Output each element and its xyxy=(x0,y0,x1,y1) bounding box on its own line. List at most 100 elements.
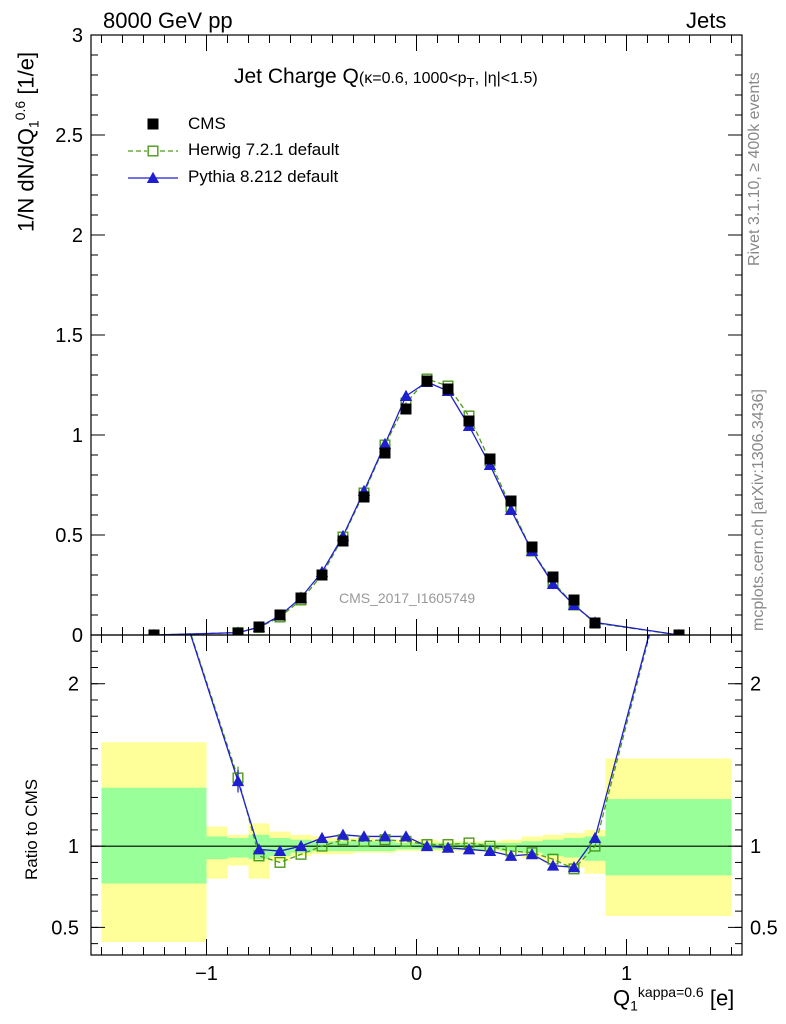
main-point-0 xyxy=(148,629,160,635)
main-point-0 xyxy=(232,627,244,635)
main-y-axis-label-a: 1/N dN/dQ xyxy=(13,128,39,232)
main-point-2 xyxy=(504,503,518,515)
legend-markers xyxy=(128,118,178,183)
main-series-group xyxy=(148,373,685,635)
ratio-point-1 xyxy=(483,844,497,857)
mcplots-reference-label: mcplots.cern.ch [arXiv:1306.3436] xyxy=(750,389,767,631)
ratio-point-1 xyxy=(336,828,350,840)
header-left-label: 8000 GeV pp xyxy=(103,8,233,33)
main-ytick-label: 0 xyxy=(72,625,83,647)
ratio-ytick-label-left: 0.5 xyxy=(51,917,79,939)
main-ytick-label: 1.5 xyxy=(55,325,83,347)
ratio-point-1 xyxy=(462,843,476,855)
main-point-0 xyxy=(568,594,580,606)
main-ytick-label: 0.5 xyxy=(55,525,83,547)
ratio-point-1 xyxy=(567,861,581,873)
green-band-bin xyxy=(563,838,585,858)
ratio-point-1 xyxy=(673,515,685,526)
ratio-point-0 xyxy=(674,516,684,526)
main-point-0 xyxy=(484,453,496,465)
legend-label-pythia: Pythia 8.212 default xyxy=(188,167,339,186)
main-point-0 xyxy=(295,592,307,604)
ratio-ytick-label-right: 0.5 xyxy=(750,917,778,939)
ratio-point-1 xyxy=(315,831,329,844)
legend-marker-herwig xyxy=(147,145,159,157)
ratio-point-0 xyxy=(274,856,286,868)
header-right-label: Jets xyxy=(686,8,727,33)
main-y-axis-label: 1/N dN/dQ10.6 [1/e] xyxy=(12,52,42,232)
legend-marker-herwig-bg xyxy=(147,145,159,157)
x-tick-label: 1 xyxy=(621,963,632,985)
green-band-bin xyxy=(542,839,564,856)
ratio-line-0 xyxy=(190,635,651,870)
main-point-0 xyxy=(442,383,454,395)
ratio-ytick-label-right: 2 xyxy=(750,674,761,696)
ratio-series-group xyxy=(148,515,685,875)
ratio-point-1 xyxy=(294,839,308,852)
main-point-0 xyxy=(673,629,685,635)
main-point-2 xyxy=(546,577,560,589)
green-band-bin xyxy=(227,838,249,858)
main-point-0 xyxy=(463,415,475,427)
main-point-0 xyxy=(526,541,538,553)
x-tick-label: −1 xyxy=(195,963,218,985)
main-point-2 xyxy=(378,437,392,449)
ratio-point-1 xyxy=(231,774,245,787)
ratio-point-1 xyxy=(441,841,455,853)
ratio-point-1 xyxy=(420,839,434,852)
ratio-point-1 xyxy=(252,843,266,855)
ratio-point-1 xyxy=(525,848,539,860)
ratio-ytick-label-left: 1 xyxy=(68,836,79,858)
plot-title-sub-a: (κ=0.6, 1000<p xyxy=(358,70,467,87)
main-point-0 xyxy=(379,447,391,459)
plot-title-main: Jet Charge Q xyxy=(234,65,359,88)
legend-label-herwig: Herwig 7.2.1 default xyxy=(188,140,340,159)
axis-ticks: 0 0.5 1 1.5 2 2.5 3 −1 0 1 0.5 0.5 1 1 2 2 xyxy=(51,25,778,985)
x-axis-label-unit: [e] xyxy=(703,985,735,1011)
main-point-0 xyxy=(253,621,265,633)
main-point-0 xyxy=(274,609,286,621)
main-point-0 xyxy=(547,571,559,583)
main-point-0 xyxy=(337,535,349,547)
main-point-0 xyxy=(400,403,412,415)
main-point-2 xyxy=(399,389,413,401)
plot-title-sub-b: , |η|<1.5) xyxy=(474,70,538,87)
ratio-point-0 xyxy=(149,516,159,526)
legend-label-cms: CMS xyxy=(188,114,226,133)
main-y-axis-label-sup: 0.6 xyxy=(12,100,28,121)
green-band-bin xyxy=(605,799,732,876)
ratio-point-1 xyxy=(148,515,160,526)
green-band-bin xyxy=(521,841,543,853)
main-y-axis-label-b: [1/e] xyxy=(13,51,39,101)
x-axis-label-sub: 1 xyxy=(630,997,638,1014)
ratio-line-1 xyxy=(190,635,650,868)
x-axis-label: Q1kappa=0.6 [e] xyxy=(613,984,734,1014)
main-point-0 xyxy=(589,617,601,629)
plot-title: Jet Charge Q(κ=0.6, 1000<pT, |η|<1.5) xyxy=(234,65,538,90)
main-ytick-label: 2 xyxy=(72,225,83,247)
main-ytick-label: 3 xyxy=(72,25,83,47)
ratio-point-1 xyxy=(357,830,371,842)
main-point-0 xyxy=(316,569,328,581)
x-tick-label: 0 xyxy=(411,963,422,985)
green-band-bin xyxy=(500,842,522,852)
ratio-ytick-label-left: 2 xyxy=(68,674,79,696)
ratio-point-1 xyxy=(546,859,560,871)
analysis-watermark: CMS_2017_I1605749 xyxy=(339,590,476,606)
main-ytick-label: 1 xyxy=(72,425,83,447)
legend-marker-cms xyxy=(147,118,159,130)
ratio-point-1 xyxy=(273,844,287,857)
ratio-ytick-label-right: 1 xyxy=(750,836,761,858)
ratio-point-1 xyxy=(504,849,518,861)
green-band-bin xyxy=(101,787,207,884)
rivet-version-label: Rivet 3.1.10, ≥ 400k events xyxy=(746,72,763,266)
x-axis-label-sup: kappa=0.6 xyxy=(637,984,704,1000)
legend-marker-pythia xyxy=(146,171,160,183)
ratio-uncertainty-bands xyxy=(101,742,732,943)
ratio-point-1 xyxy=(588,831,602,844)
main-y-axis-label-sub: 1 xyxy=(25,120,42,129)
main-point-0 xyxy=(421,375,433,387)
main-ytick-label: 2.5 xyxy=(55,125,83,147)
green-band-bin xyxy=(206,836,228,860)
